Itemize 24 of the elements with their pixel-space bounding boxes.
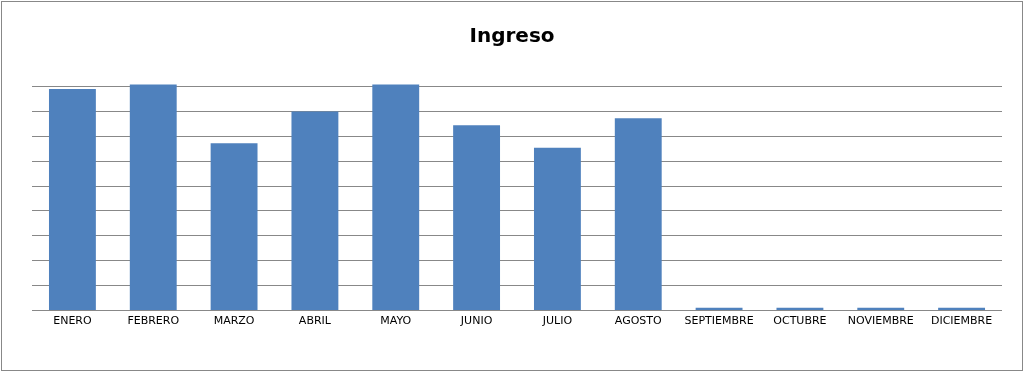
bar	[857, 307, 905, 310]
x-tick-label: FEBRERO	[127, 314, 180, 328]
x-tick-label: NOVIEMBRE	[847, 314, 914, 328]
x-tick-label: OCTUBRE	[773, 314, 827, 328]
bar	[453, 125, 501, 310]
bar	[48, 89, 96, 310]
bar	[533, 147, 581, 310]
bar	[372, 84, 420, 310]
bar	[776, 307, 824, 310]
x-tick-label: DICIEMBRE	[930, 314, 993, 328]
x-tick-label: ABRIL	[298, 314, 332, 328]
x-tick-label: MARZO	[213, 314, 255, 328]
bar	[129, 84, 177, 310]
x-tick-label: JUNIO	[459, 314, 493, 328]
x-tick-label: AGOSTO	[614, 314, 663, 328]
x-tick-label: MAYO	[380, 314, 412, 328]
bar	[210, 143, 258, 310]
bar	[695, 307, 743, 310]
chart-title: Ingreso	[469, 22, 555, 47]
x-tick-label: ENERO	[53, 314, 92, 328]
x-tick-label: SEPTIEMBRE	[684, 314, 754, 328]
bar	[291, 111, 339, 310]
x-tick-label: JULIO	[541, 314, 573, 328]
bar	[614, 118, 662, 310]
